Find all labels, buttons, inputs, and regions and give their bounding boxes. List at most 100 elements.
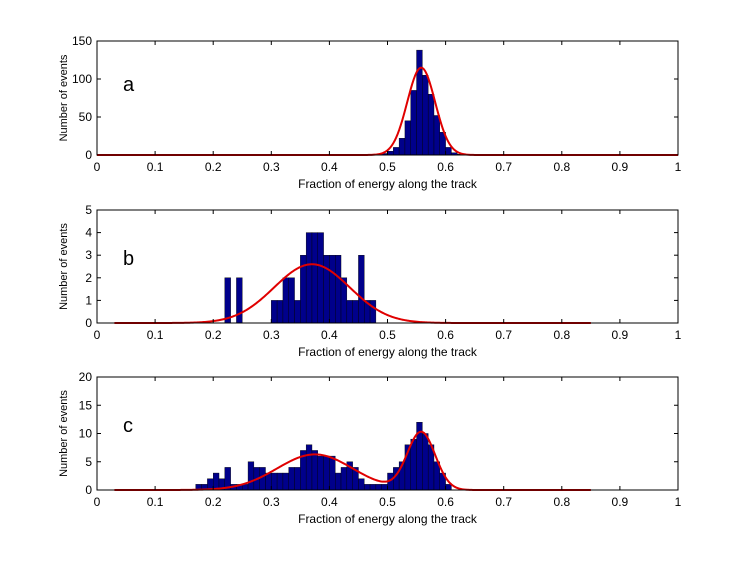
y-tick-label: 5	[85, 203, 92, 217]
histogram-bar	[329, 254, 336, 324]
y-tick-label: 0	[85, 316, 92, 330]
histogram-bar	[276, 472, 284, 491]
histogram-bar	[323, 254, 330, 324]
y-tick-label: 5	[85, 455, 92, 469]
x-tick-label: 0.5	[379, 160, 396, 174]
x-tick-label: 0.1	[147, 160, 164, 174]
histogram-bar	[236, 277, 243, 324]
panel-b: 0 0.1 0.2 0.3 0.4 0.5 0.6 0.7 0.8 0.9 1 0 1 2 3 4 5 Fract…	[58, 203, 682, 359]
histogram-bar	[242, 484, 249, 491]
histogram-bar	[271, 300, 278, 324]
histogram-bar	[282, 277, 289, 324]
x-tick-label: 0.3	[263, 160, 280, 174]
x-tick-label: 0.6	[437, 160, 454, 174]
histogram-bar	[288, 467, 295, 491]
x-tick-label: 0.2	[205, 328, 222, 342]
histogram-bar	[247, 461, 255, 491]
x-tick-label: 0.8	[553, 160, 570, 174]
x-tick-label: 0.6	[437, 495, 454, 509]
x-tick-label: 0.2	[205, 495, 222, 509]
x-tick-label: 0.4	[321, 495, 338, 509]
histogram-bar	[445, 484, 452, 491]
y-tick-label: 15	[79, 398, 93, 412]
y-tick-label: 20	[79, 370, 93, 384]
histogram-bar	[398, 138, 406, 156]
histogram-bar	[387, 150, 394, 156]
histogram-bar	[305, 444, 313, 491]
x-tick-label: 0.8	[553, 328, 570, 342]
x-tick-label: 0	[94, 160, 101, 174]
histogram-bar	[335, 254, 342, 324]
histogram-bar	[369, 484, 377, 491]
y-axis-label: Number of events	[58, 223, 70, 310]
y-tick-label: 0	[85, 148, 92, 162]
x-tick-label: 0	[94, 328, 101, 342]
histogram-bar	[381, 484, 388, 491]
histogram-bar	[427, 93, 435, 156]
y-axis-label: Number of events	[58, 390, 70, 477]
histogram-bar	[212, 472, 220, 491]
x-tick-label: 0.7	[495, 328, 512, 342]
x-tick-label: 0.9	[612, 495, 629, 509]
x-tick-label: 1	[675, 160, 682, 174]
x-tick-label: 0.1	[147, 495, 164, 509]
y-axis-label: Number of events	[58, 54, 70, 141]
y-tick-label: 0	[85, 483, 92, 497]
x-tick-label: 0.5	[379, 495, 396, 509]
y-tick-label: 100	[72, 72, 92, 86]
histogram-bar	[410, 438, 417, 491]
histogram-bar	[311, 232, 318, 324]
histogram-bar	[358, 254, 365, 324]
histogram-bar	[375, 484, 382, 491]
x-tick-label: 0.5	[379, 328, 396, 342]
histogram-bar	[317, 455, 324, 491]
y-tick-label: 10	[79, 427, 93, 441]
histogram-bar	[294, 467, 301, 491]
histogram-bar	[352, 300, 359, 324]
y-tick-label: 50	[79, 110, 93, 124]
histogram-bar	[294, 300, 301, 324]
x-tick-label: 0.7	[495, 160, 512, 174]
panel-a: 0 0.1 0.2 0.3 0.4 0.5 0.6 0.7 0.8 0.9 1 0 50 100 150 Fr…	[58, 34, 682, 191]
x-tick-label: 1	[675, 495, 682, 509]
histogram-bar	[433, 115, 440, 156]
histogram-bar	[445, 147, 452, 156]
histogram-bar	[335, 472, 342, 491]
histogram-bar	[422, 433, 429, 491]
x-tick-label: 0.4	[321, 328, 338, 342]
histogram-bar	[329, 455, 336, 491]
histogram-bar	[369, 300, 377, 324]
x-tick-label: 0.9	[612, 328, 629, 342]
y-tick-label: 2	[85, 271, 92, 285]
x-axis-label: Fraction of energy along the track	[298, 512, 478, 526]
histogram-bar	[271, 472, 278, 491]
plot-area	[96, 40, 679, 156]
x-tick-label: 0.3	[263, 328, 280, 342]
plot-area	[96, 209, 679, 324]
histogram-bar	[410, 90, 417, 156]
x-tick-label: 0.9	[612, 160, 629, 174]
x-tick-label: 0.8	[553, 495, 570, 509]
histogram-bar	[305, 232, 313, 324]
histogram-bar	[393, 147, 400, 156]
histogram-bar	[259, 467, 266, 491]
x-tick-label: 0.7	[495, 495, 512, 509]
x-tick-label: 1	[675, 328, 682, 342]
histogram-bar	[323, 455, 330, 491]
histogram-bar	[224, 277, 231, 324]
x-axis-label: Fraction of energy along the track	[298, 345, 478, 359]
panel-c: 0 0.1 0.2 0.3 0.4 0.5 0.6 0.7 0.8 0.9 105101520Fra…	[58, 370, 682, 526]
panel-label: c	[123, 415, 133, 437]
panel-label: a	[123, 74, 135, 96]
panel-label: b	[123, 248, 134, 270]
histogram-bar	[288, 277, 295, 324]
histogram-bar	[422, 74, 429, 156]
histogram-bar	[311, 450, 318, 491]
histogram-bar	[317, 232, 324, 324]
plot-area	[96, 376, 679, 491]
y-tick-label: 3	[85, 248, 92, 262]
x-tick-label: 0.4	[321, 160, 338, 174]
histogram-bar	[282, 472, 289, 491]
x-tick-label: 0.2	[205, 160, 222, 174]
